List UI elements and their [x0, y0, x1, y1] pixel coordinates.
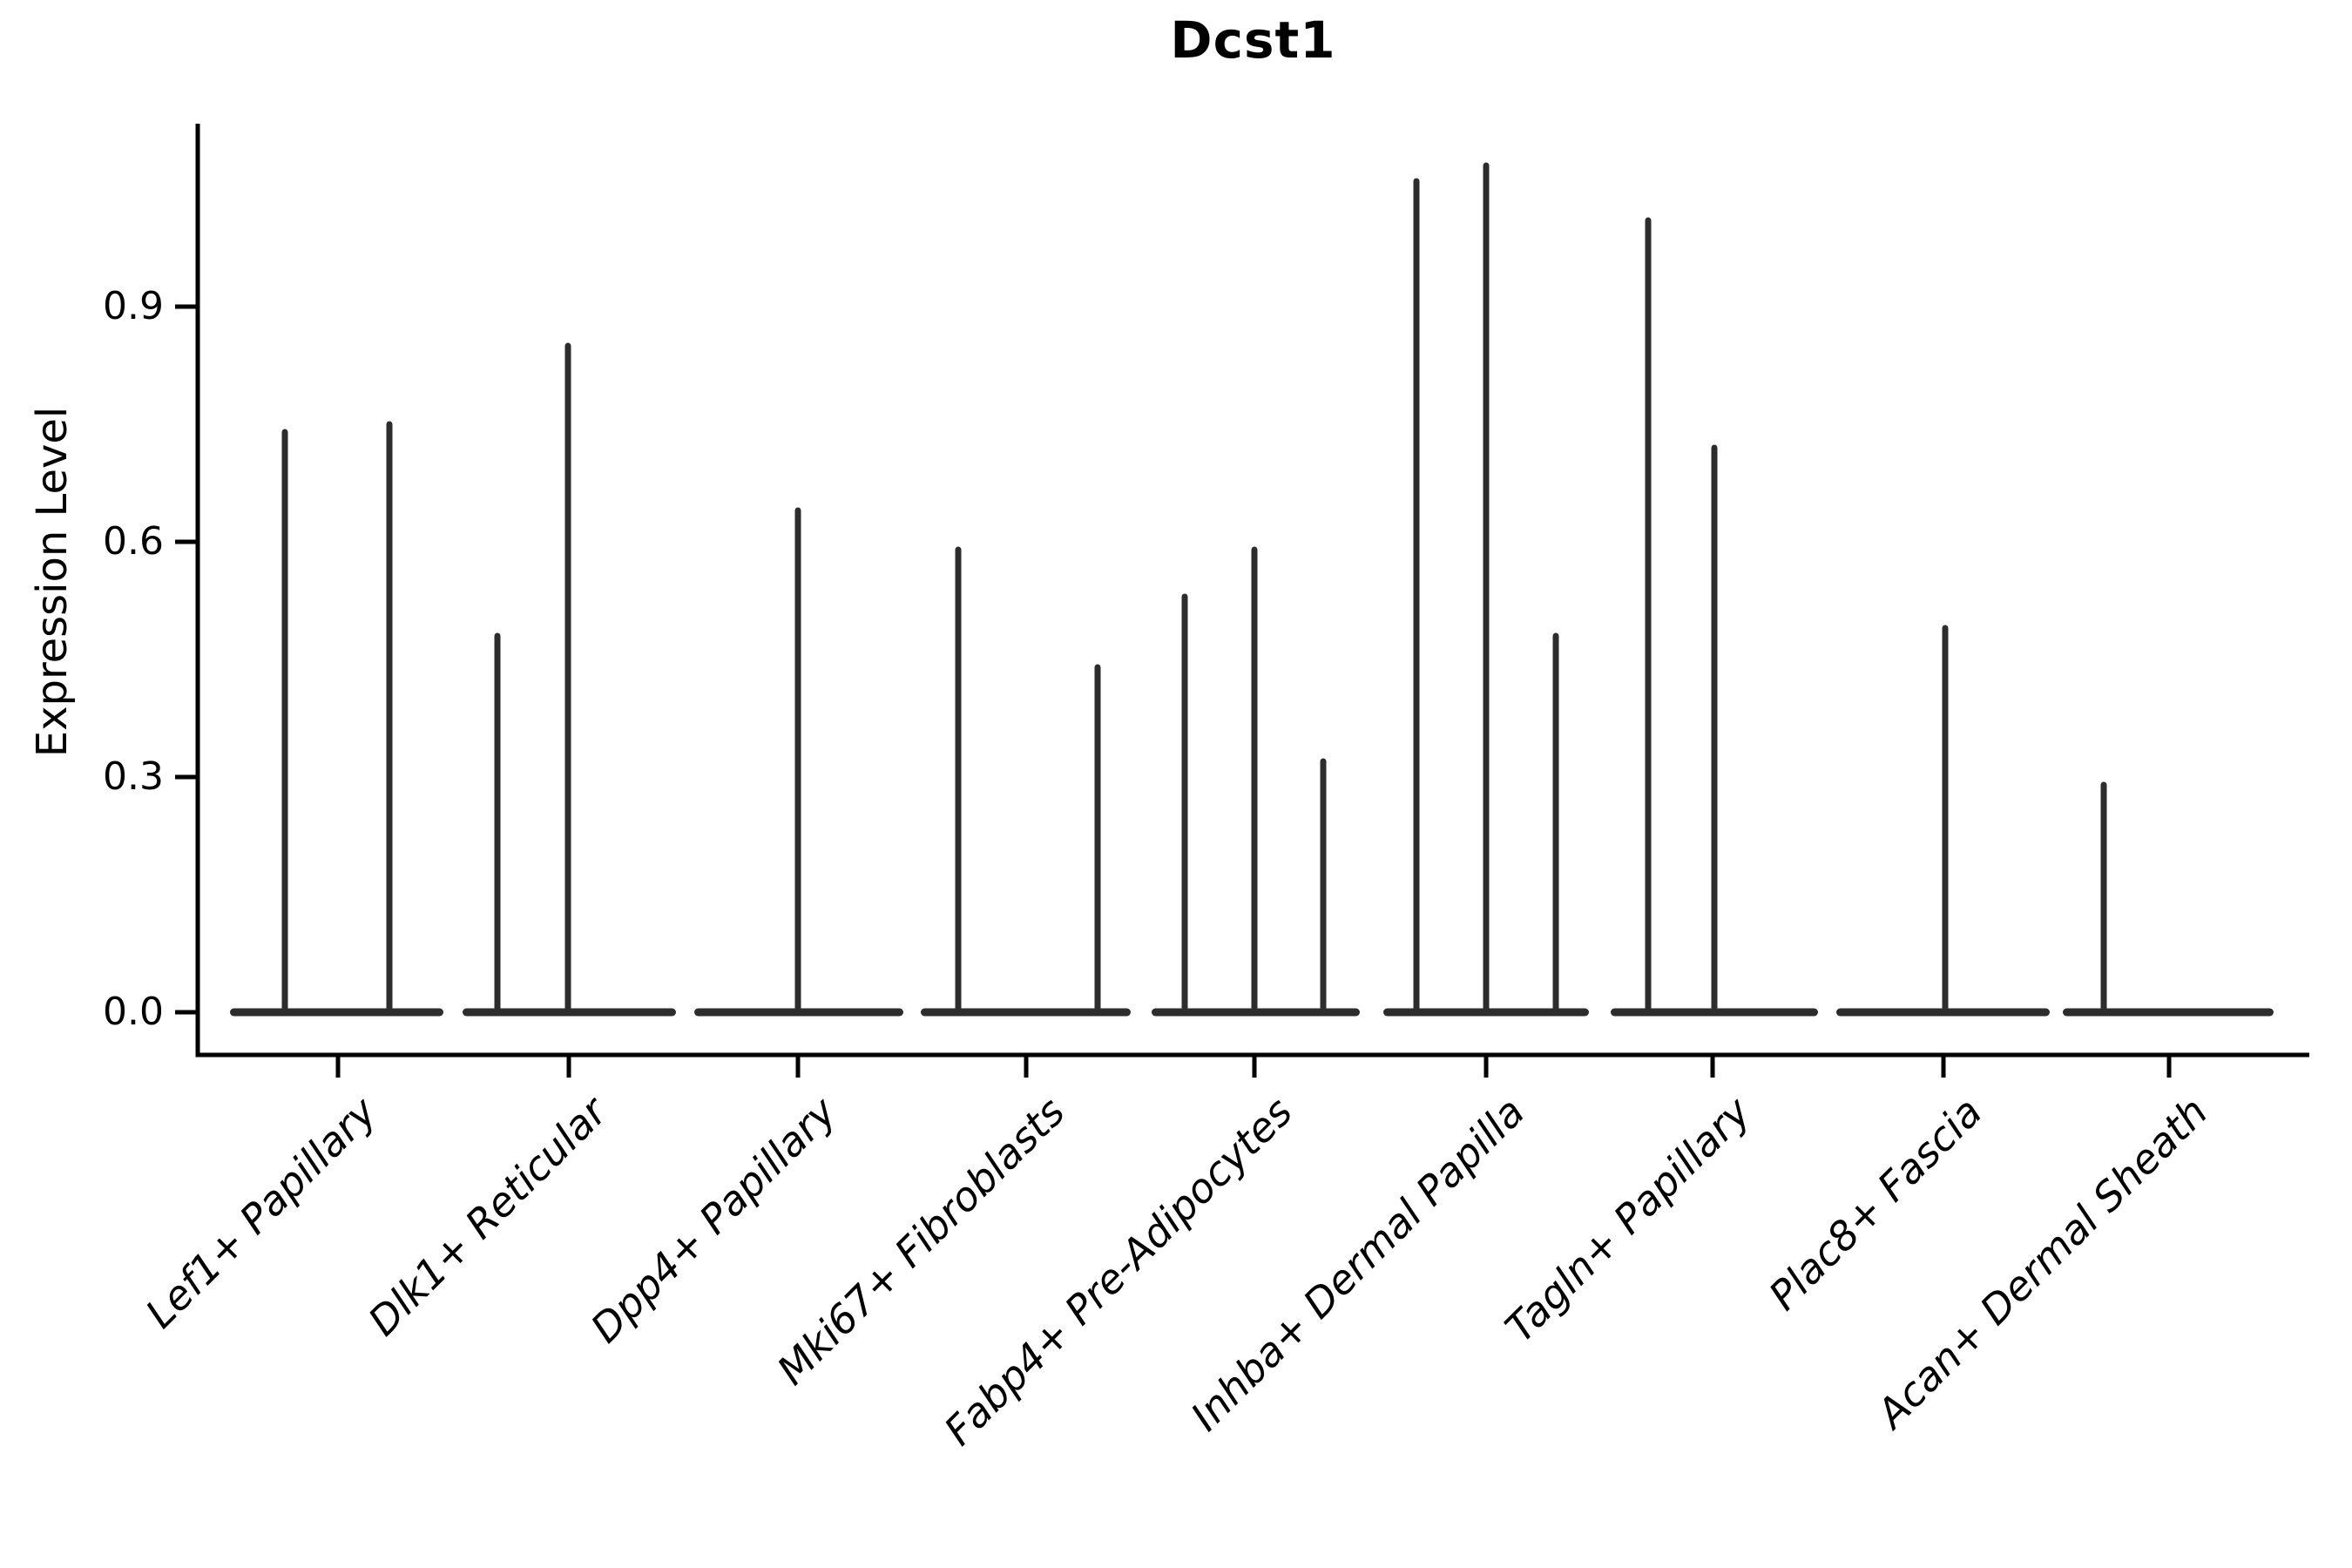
chart-title: Dcst1: [1170, 10, 1336, 70]
y-tick-label-3: 0.9: [103, 284, 164, 328]
y-axis-label: Expression Level: [28, 406, 77, 758]
y-tick-label-1: 0.3: [103, 754, 164, 799]
violin-baseline: [2063, 1008, 2274, 1017]
violin-baseline: [230, 1008, 443, 1017]
violin-baseline: [921, 1008, 1131, 1017]
y-tick-label-2: 0.6: [103, 519, 164, 564]
y-tick-label-0: 0.0: [103, 990, 164, 1034]
